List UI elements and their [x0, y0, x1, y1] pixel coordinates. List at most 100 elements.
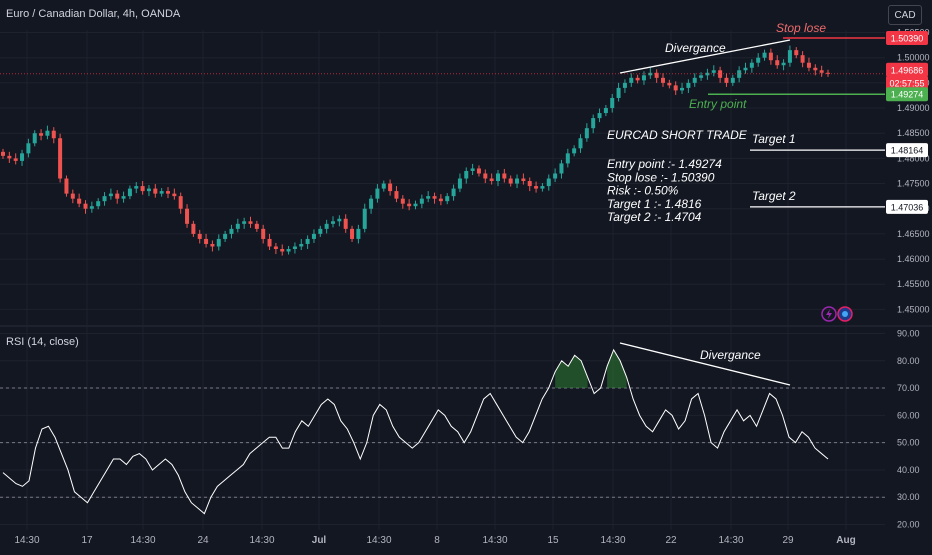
candle-body: [711, 70, 716, 73]
candle-body: [185, 208, 190, 224]
price-tag-text-countdown: 02:57:55: [889, 78, 924, 88]
candle-body: [242, 221, 247, 224]
candle-body: [781, 62, 786, 66]
time-axis-tick: 14:30: [249, 535, 274, 546]
rsi-axis-tick: 30.00: [897, 492, 920, 502]
candle-body: [381, 183, 386, 189]
candle-body: [58, 138, 63, 179]
candle-body: [108, 193, 113, 197]
candle-body: [787, 50, 792, 63]
candle-body: [654, 72, 659, 78]
candle-body: [13, 158, 18, 161]
time-axis-tick: 29: [782, 535, 794, 546]
candle-body: [508, 178, 513, 184]
candle-body: [584, 128, 589, 139]
price-tag-countdown: [886, 75, 928, 90]
trade-box-line: Stop lose :- 1.50390: [607, 170, 715, 184]
candle-body: [597, 113, 602, 119]
candle-body: [692, 77, 697, 83]
price-tag-target1: [886, 143, 928, 158]
candle-body: [667, 82, 672, 86]
candle-body: [730, 77, 735, 83]
rsi-axis-tick: 60.00: [897, 410, 920, 420]
candle-body: [813, 67, 818, 71]
candle-body: [578, 138, 583, 149]
candle-body: [134, 186, 139, 189]
candle-body: [172, 193, 177, 197]
candle-body: [324, 223, 329, 229]
time-axis-tick: 8: [434, 535, 440, 546]
candle-body: [83, 203, 88, 209]
candle-body: [521, 178, 526, 182]
candle-body: [565, 153, 570, 164]
price-divergence-label: Divergance: [665, 41, 726, 55]
rsi-title: RSI (14, close): [6, 336, 79, 348]
candle-body: [375, 188, 380, 199]
rsi-axis-tick: 90.00: [897, 328, 920, 338]
candle-body: [470, 168, 475, 171]
candle-body: [559, 163, 564, 174]
candle-body: [432, 196, 437, 199]
candle-body: [737, 70, 742, 78]
time-axis-tick: 15: [547, 535, 559, 546]
candle-body: [515, 178, 520, 184]
candle-body: [407, 203, 412, 207]
candle-body: [591, 118, 596, 129]
candle-body: [648, 72, 653, 76]
candle-body: [756, 57, 761, 63]
candle-body: [356, 228, 361, 239]
alert-icon[interactable]: [821, 306, 837, 322]
event-icon-dot: [842, 311, 848, 317]
rsi-axis-tick: 20.00: [897, 520, 920, 530]
candle-body: [413, 203, 418, 207]
rsi-axis-tick: 70.00: [897, 383, 920, 393]
price-axis-tick: 1.45000: [897, 304, 930, 314]
candle-body: [483, 173, 488, 179]
candle-body: [489, 178, 494, 182]
candle-body: [749, 62, 754, 68]
candle-body: [248, 221, 253, 224]
candle-body: [394, 191, 399, 199]
time-axis-tick: 14:30: [718, 535, 743, 546]
time-axis-tick: 17: [81, 535, 93, 546]
price-tag-entry: [886, 87, 928, 102]
currency-button[interactable]: CAD: [888, 5, 922, 25]
candle-body: [724, 77, 729, 83]
price-axis-tick: 1.45500: [897, 279, 930, 289]
candle-body: [280, 249, 285, 252]
candle-body: [1, 151, 5, 156]
candle-body: [673, 85, 678, 91]
candle-body: [45, 130, 50, 136]
candle-body: [261, 228, 266, 239]
time-axis-tick: Jul: [312, 535, 327, 546]
candle-body: [39, 133, 44, 136]
candle-body: [603, 108, 608, 114]
candle-body: [96, 201, 101, 207]
candle-body: [140, 186, 145, 192]
candle-body: [794, 50, 799, 56]
candle-body: [197, 233, 202, 239]
time-axis-tick: 14:30: [366, 535, 391, 546]
candle-body: [661, 77, 665, 83]
target2-level-label: Target 2: [752, 189, 796, 203]
rsi-divergence-line: [619, 342, 791, 386]
time-axis-tick: 24: [197, 535, 209, 546]
candle-body: [216, 238, 221, 247]
candle-body: [610, 97, 615, 109]
candle-body: [451, 188, 456, 197]
trade-box-line: Target 2 :- 1.4704: [607, 210, 702, 224]
candle-body: [26, 143, 31, 154]
price-axis-tick: 1.50000: [897, 53, 930, 63]
candle-body: [191, 223, 196, 234]
target1-level-label: Target 1: [752, 132, 796, 146]
candle-body: [572, 148, 577, 154]
candle-body: [77, 198, 82, 204]
price-tag-target2: [886, 199, 928, 214]
candle-body: [292, 246, 297, 249]
price-axis-tick: 1.47500: [897, 179, 930, 189]
candle-body: [89, 206, 94, 209]
stop-level-label: Stop lose: [776, 21, 826, 35]
price-axis-tick: 1.46000: [897, 254, 930, 264]
